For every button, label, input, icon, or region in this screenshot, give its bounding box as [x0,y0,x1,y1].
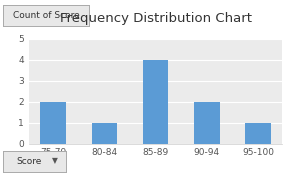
Text: Score: Score [17,156,42,166]
Text: Frequency Distribution Chart: Frequency Distribution Chart [60,12,251,25]
Bar [194,102,219,144]
Bar [245,122,271,144]
Bar [143,60,168,144]
Text: Count of Score: Count of Score [13,11,79,20]
Text: ▼: ▼ [52,156,58,166]
Bar [92,122,117,144]
Bar [40,102,66,144]
